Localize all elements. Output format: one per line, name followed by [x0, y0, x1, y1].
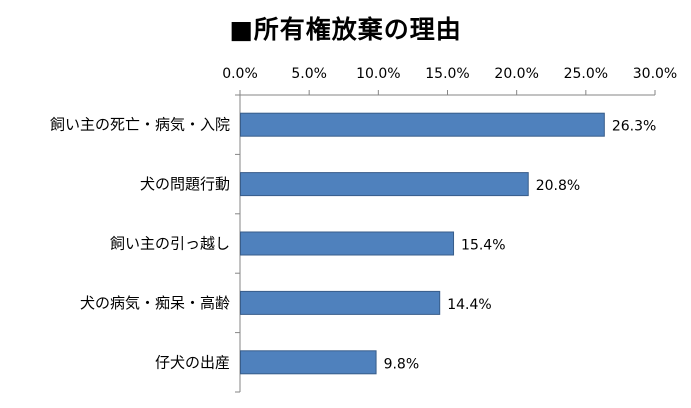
x-tick-label: 5.0%: [291, 66, 327, 82]
x-tick-label: 0.0%: [222, 66, 258, 82]
data-label: 9.8%: [384, 356, 420, 372]
category-label: 飼い主の引っ越し: [110, 235, 230, 253]
chart-title: ■所有権放棄の理由: [229, 15, 462, 44]
category-label: 犬の病気・痴呆・高齢: [80, 294, 230, 312]
bar: [240, 172, 529, 197]
bars: [240, 112, 605, 375]
x-tick-label: 15.0%: [425, 66, 469, 82]
category-label: 仔犬の出産: [155, 353, 230, 371]
data-label: 20.8%: [536, 178, 580, 194]
bar: [240, 350, 377, 375]
x-tick-label: 20.0%: [494, 66, 538, 82]
x-tick-label: 25.0%: [564, 66, 608, 82]
bar: [240, 112, 605, 137]
data-label: 14.4%: [447, 297, 491, 313]
x-tick-label: 10.0%: [356, 66, 400, 82]
data-label: 26.3%: [612, 119, 656, 135]
data-label: 15.4%: [461, 238, 505, 254]
category-labels: 飼い主の死亡・病気・入院 26.3% 犬の問題行動 20.8% 飼い主の引っ越し 15.4…: [50, 116, 656, 373]
bar: [240, 290, 441, 315]
x-axis-ticks: 0.0% 5.0% 10.0% 15.0% 20.0% 25.0% 30.0%: [222, 66, 677, 95]
x-tick-label: 30.0%: [633, 66, 677, 82]
category-label: 犬の問題行動: [140, 175, 230, 193]
bar: [240, 231, 455, 256]
category-label: 飼い主の死亡・病気・入院: [50, 116, 230, 134]
